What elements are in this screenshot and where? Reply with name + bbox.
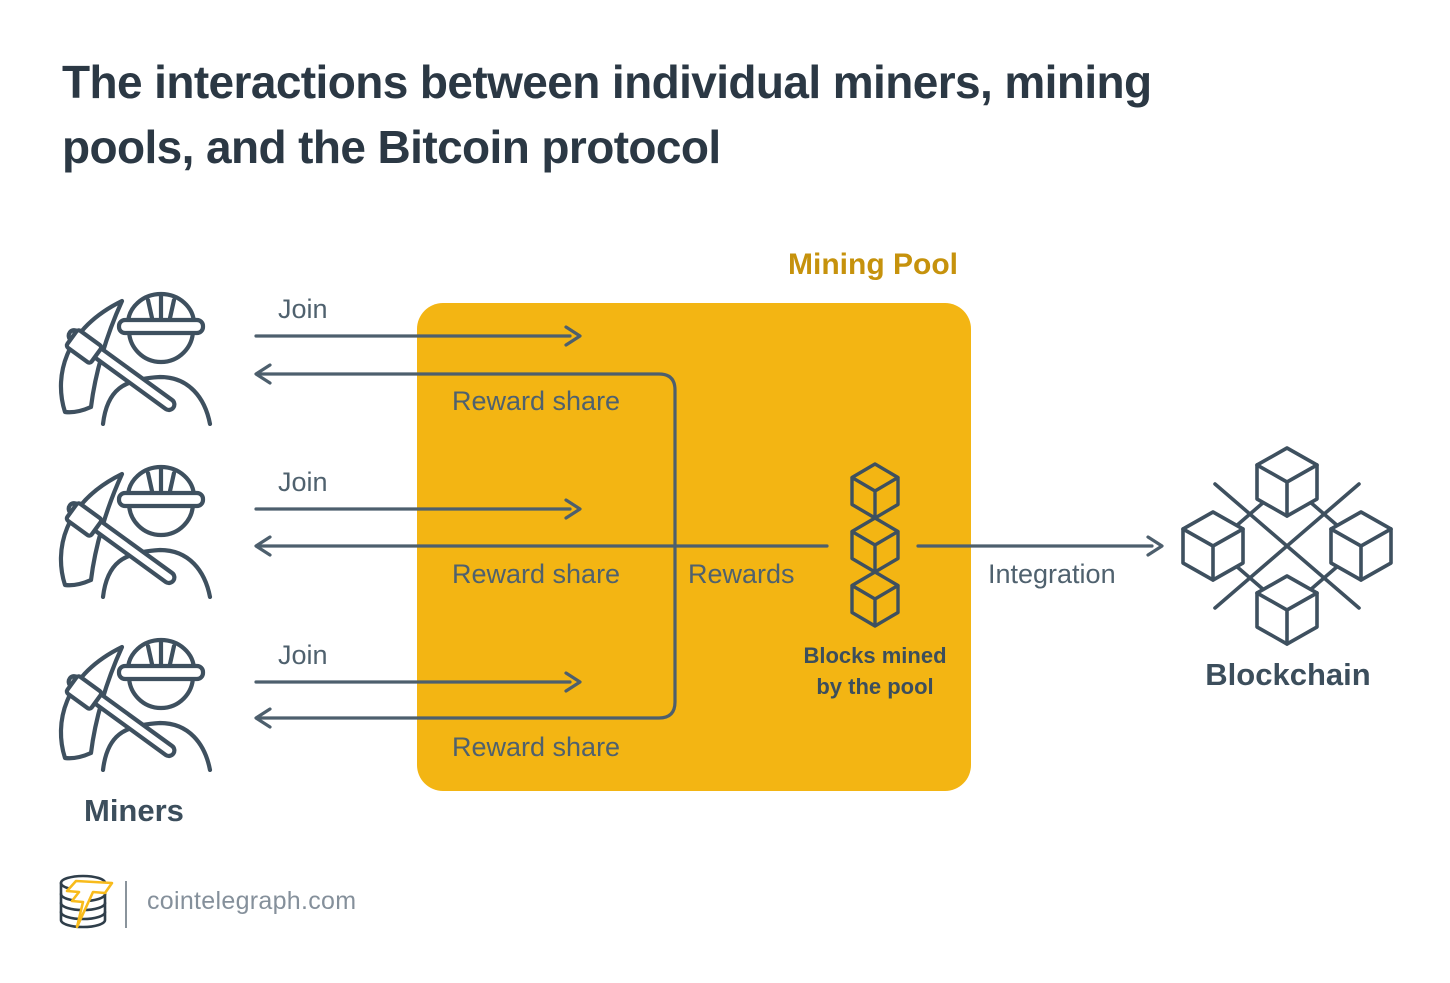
cointelegraph-logo: [59, 874, 114, 929]
miner-icon: [53, 286, 228, 426]
miner-icon: [53, 459, 228, 599]
blockchain-network-icon: [1181, 446, 1393, 646]
title-line-2: pools, and the Bitcoin protocol: [62, 121, 721, 173]
rewards-label: Rewards: [688, 559, 795, 589]
block-stack-icon: [850, 462, 900, 628]
footer-divider: [125, 881, 127, 928]
title-line-1: The interactions between individual mine…: [62, 56, 1152, 108]
join-arrow-1: [254, 325, 582, 347]
join-arrow-3: [254, 671, 582, 693]
integration-label: Integration: [988, 559, 1116, 589]
blocks-caption-line-1: Blocks mined: [803, 643, 947, 668]
miner-icon: [53, 632, 228, 772]
reward-share-label-2: Reward share: [452, 559, 621, 589]
integration-arrow: [916, 535, 1164, 557]
blocks-caption-line-2: by the pool: [816, 674, 934, 699]
rewards-arrow: [254, 535, 829, 557]
blockchain-label: Blockchain: [1205, 657, 1371, 692]
footer-site-text: cointelegraph.com: [147, 887, 357, 915]
join-label-3: Join: [278, 640, 328, 670]
lightning-bolt-icon: [65, 879, 114, 929]
join-label-1: Join: [278, 294, 328, 324]
reward-share-label-3: Reward share: [452, 732, 621, 762]
join-label-2: Join: [278, 467, 328, 497]
join-arrow-2: [254, 498, 582, 520]
reward-share-label-1: Reward share: [452, 386, 621, 416]
mining-pool-label: Mining Pool: [788, 248, 958, 281]
blocks-mined-caption: Blocks mined by the pool: [790, 640, 960, 702]
page-title: The interactions between individual mine…: [62, 50, 1342, 180]
miners-label: Miners: [84, 793, 184, 828]
